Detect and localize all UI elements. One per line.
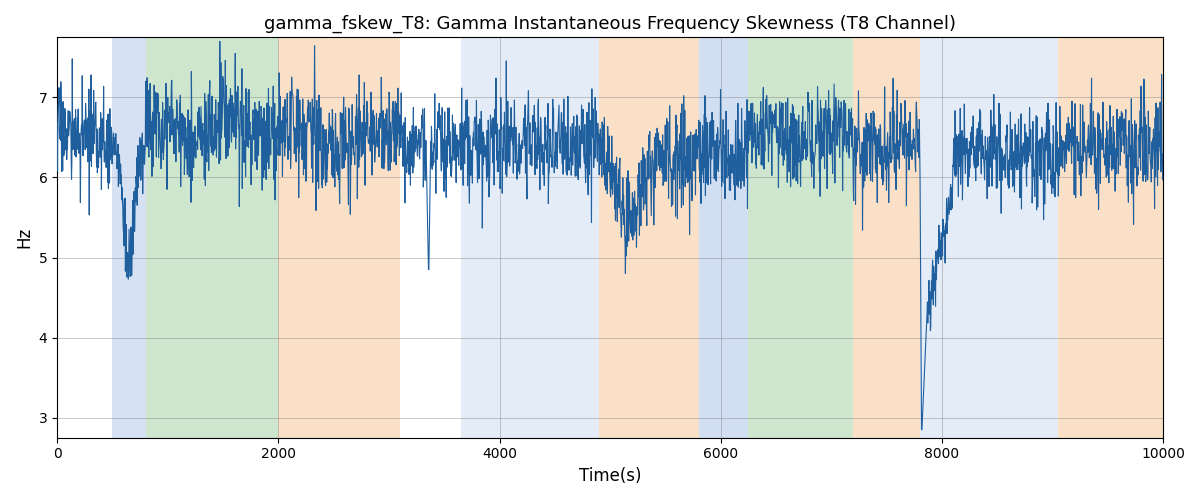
Y-axis label: Hz: Hz — [16, 227, 34, 248]
Bar — [278, 38, 400, 438]
Bar — [461, 38, 599, 438]
Bar — [698, 38, 749, 438]
Bar — [1058, 38, 1174, 438]
Title: gamma_fskew_T8: Gamma Instantaneous Frequency Skewness (T8 Channel): gamma_fskew_T8: Gamma Instantaneous Freq… — [264, 15, 956, 34]
Bar — [113, 38, 145, 438]
X-axis label: Time(s): Time(s) — [578, 467, 641, 485]
Bar — [145, 38, 278, 438]
Bar — [599, 38, 698, 438]
Bar — [749, 38, 853, 438]
Bar — [919, 38, 1058, 438]
Bar — [853, 38, 919, 438]
